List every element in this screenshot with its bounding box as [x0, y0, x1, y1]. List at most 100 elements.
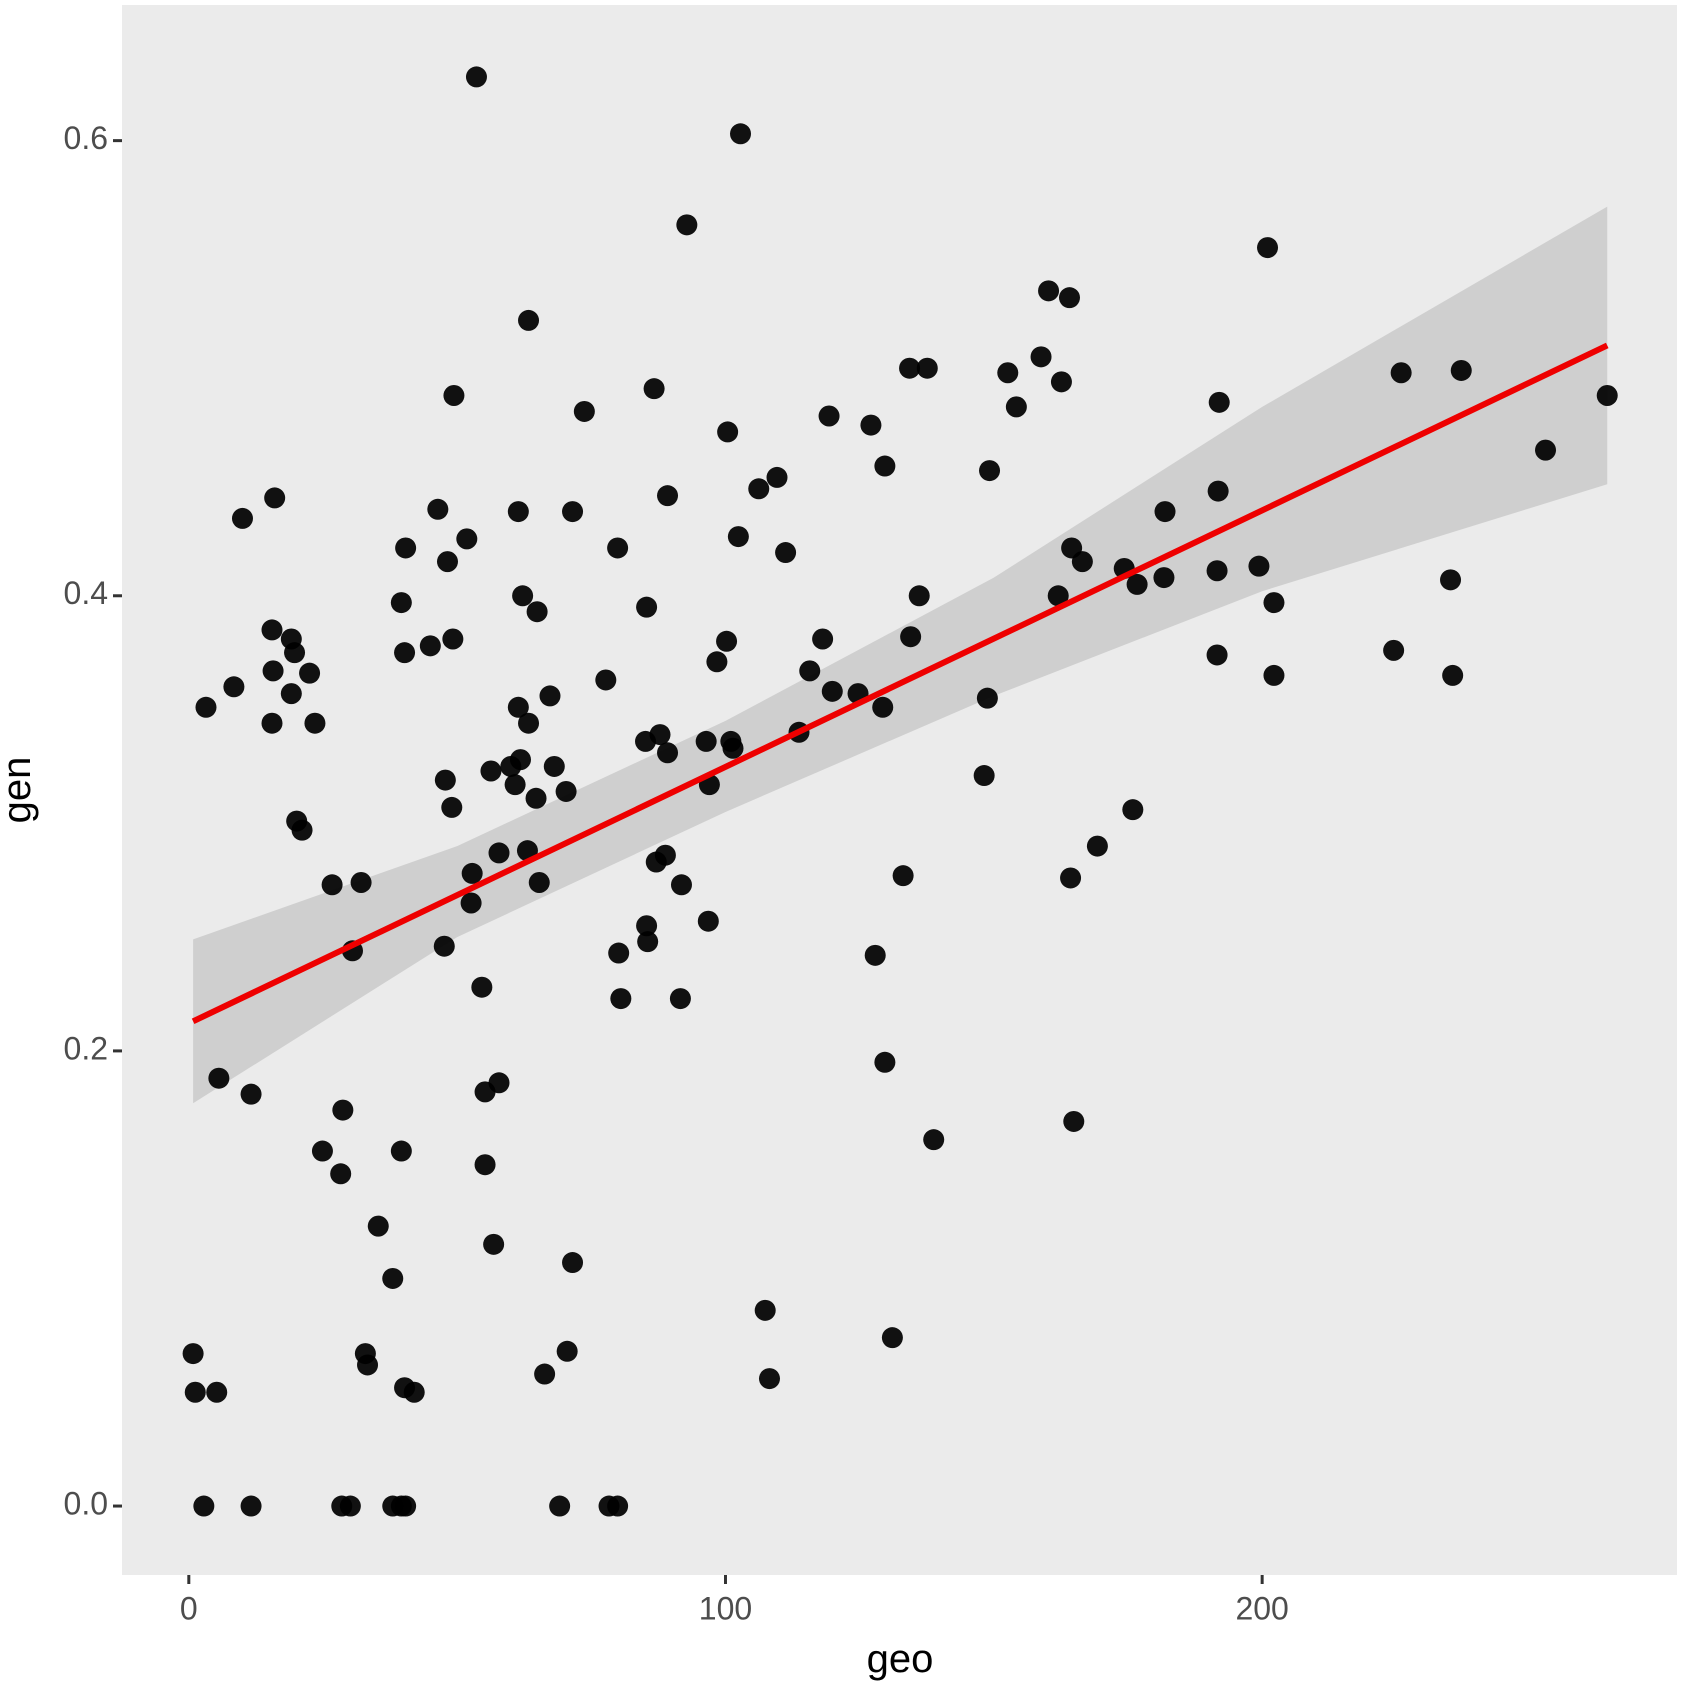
- point: [573, 400, 595, 422]
- point: [434, 769, 456, 791]
- x-tick-label: 200: [1235, 1590, 1288, 1626]
- point: [1005, 396, 1027, 418]
- point: [717, 421, 739, 443]
- point: [923, 1129, 945, 1151]
- point: [1263, 664, 1285, 686]
- point: [1206, 644, 1228, 666]
- point: [549, 1495, 571, 1517]
- y-tick-label: 0.2: [64, 1030, 108, 1066]
- point: [441, 796, 463, 818]
- point: [979, 460, 1001, 482]
- point: [636, 596, 658, 618]
- point: [311, 1140, 333, 1162]
- point: [562, 1252, 584, 1274]
- point: [799, 660, 821, 682]
- point: [899, 357, 921, 379]
- point: [874, 1051, 896, 1073]
- point: [264, 487, 286, 509]
- point: [818, 405, 840, 427]
- x-tick-label: 0: [180, 1590, 198, 1626]
- point: [208, 1067, 230, 1089]
- point: [304, 712, 326, 734]
- point: [916, 357, 938, 379]
- point: [474, 1081, 496, 1103]
- point: [240, 1495, 262, 1517]
- point: [610, 988, 632, 1010]
- point: [332, 1099, 354, 1121]
- point: [526, 601, 548, 623]
- point: [488, 842, 510, 864]
- point: [706, 651, 728, 673]
- point: [350, 872, 372, 894]
- point: [754, 1299, 776, 1321]
- point: [534, 1363, 556, 1385]
- point: [1442, 664, 1464, 686]
- point: [766, 466, 788, 488]
- point: [339, 1495, 361, 1517]
- point: [722, 737, 744, 759]
- point: [657, 742, 679, 764]
- point: [382, 1267, 404, 1289]
- point: [1126, 573, 1148, 595]
- point: [727, 526, 749, 548]
- y-tick-label: 0.6: [64, 120, 108, 156]
- x-axis-title: geo: [867, 1637, 934, 1681]
- point: [395, 537, 417, 559]
- point: [821, 680, 843, 702]
- point: [1440, 569, 1462, 591]
- point: [442, 628, 464, 650]
- point: [483, 1233, 505, 1255]
- point: [1208, 391, 1230, 413]
- point: [555, 780, 577, 802]
- point: [716, 630, 738, 652]
- point: [465, 66, 487, 88]
- point: [427, 498, 449, 520]
- point: [636, 915, 658, 937]
- point: [997, 362, 1019, 384]
- point: [1047, 585, 1069, 607]
- point: [528, 872, 550, 894]
- point: [892, 865, 914, 887]
- point: [539, 685, 561, 707]
- point: [976, 687, 998, 709]
- point: [595, 669, 617, 691]
- point: [262, 660, 284, 682]
- point: [657, 485, 679, 507]
- point: [676, 214, 698, 236]
- point: [1206, 560, 1228, 582]
- point: [607, 537, 629, 559]
- point: [330, 1163, 352, 1185]
- point: [645, 851, 667, 873]
- point: [1248, 555, 1270, 577]
- point: [643, 378, 665, 400]
- point: [1383, 639, 1405, 661]
- point: [291, 819, 313, 841]
- point: [504, 774, 526, 796]
- point: [1122, 799, 1144, 821]
- point: [1030, 346, 1052, 368]
- point: [775, 542, 797, 564]
- point: [500, 755, 522, 777]
- point: [758, 1368, 780, 1390]
- point: [1450, 359, 1472, 381]
- point: [357, 1354, 379, 1376]
- y-axis-title: gen: [0, 757, 39, 824]
- point: [1153, 567, 1175, 589]
- point: [730, 123, 752, 145]
- point: [231, 507, 253, 529]
- point: [1535, 439, 1557, 461]
- point: [390, 592, 412, 614]
- point: [367, 1215, 389, 1237]
- point: [695, 730, 717, 752]
- point: [973, 765, 995, 787]
- point: [1257, 237, 1279, 259]
- point: [1071, 551, 1093, 573]
- point: [872, 696, 894, 718]
- point: [525, 787, 547, 809]
- point: [395, 1495, 417, 1517]
- point: [284, 642, 306, 664]
- point: [1058, 287, 1080, 309]
- point: [460, 892, 482, 914]
- point: [864, 944, 886, 966]
